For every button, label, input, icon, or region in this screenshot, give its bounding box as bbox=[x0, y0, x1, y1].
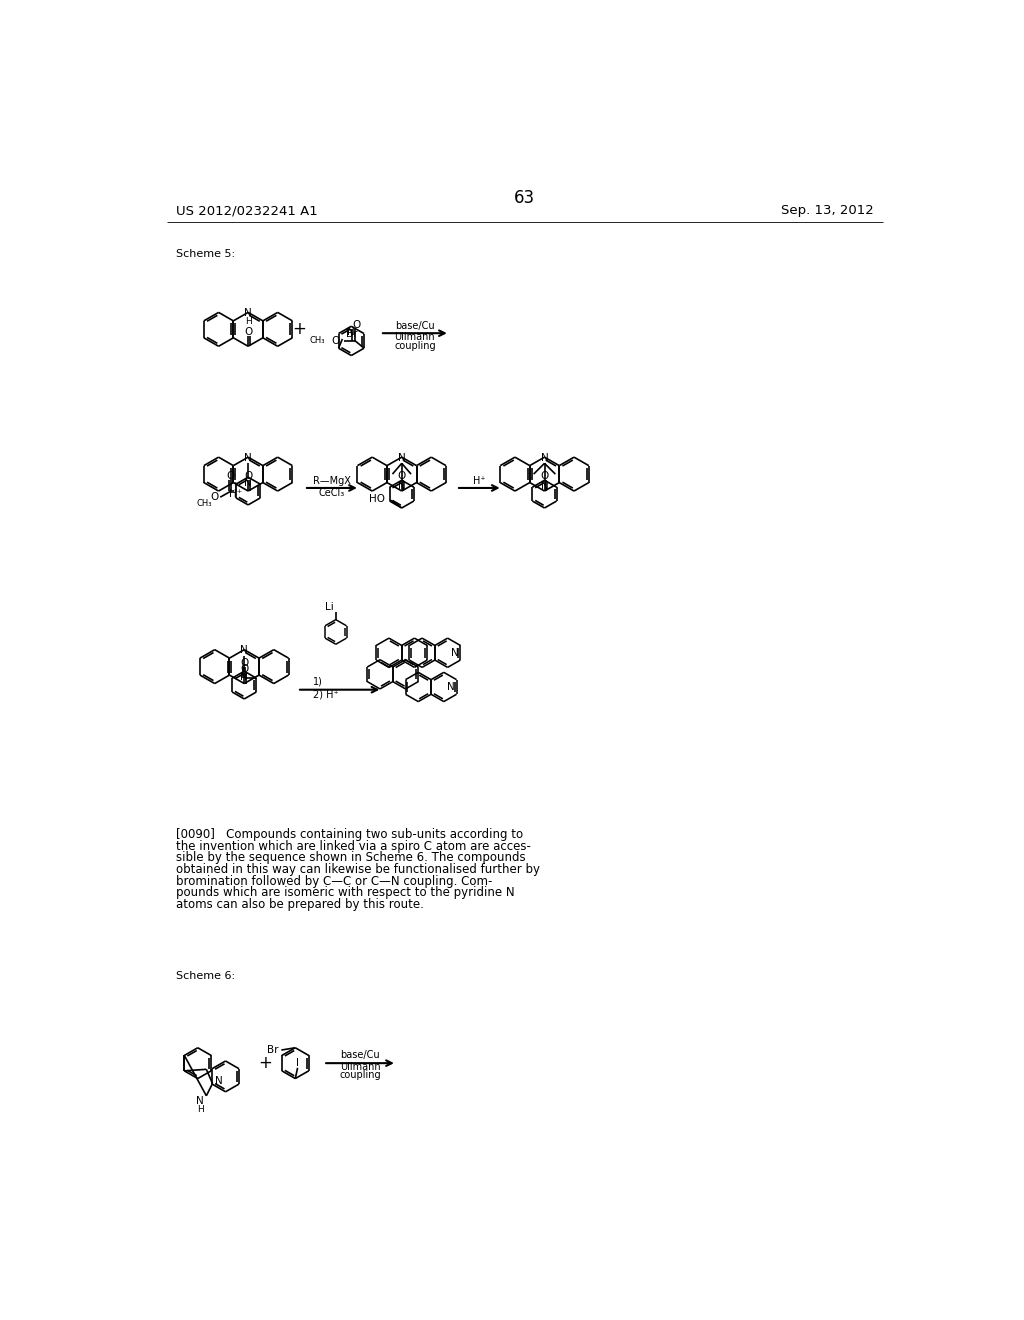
Text: N: N bbox=[197, 1096, 204, 1106]
Text: 63: 63 bbox=[514, 190, 536, 207]
Text: H⁺: H⁺ bbox=[229, 490, 243, 499]
Text: N: N bbox=[541, 453, 549, 463]
Text: N: N bbox=[347, 326, 355, 337]
Text: O: O bbox=[241, 657, 249, 668]
Text: atoms can also be prepared by this route.: atoms can also be prepared by this route… bbox=[176, 898, 424, 911]
Text: HO: HO bbox=[369, 494, 385, 504]
Text: H: H bbox=[197, 1105, 204, 1114]
Text: N: N bbox=[452, 648, 459, 657]
Text: I: I bbox=[296, 1059, 299, 1068]
Text: base/Cu: base/Cu bbox=[340, 1051, 380, 1060]
Text: Scheme 6:: Scheme 6: bbox=[176, 970, 236, 981]
Text: base/Cu: base/Cu bbox=[395, 321, 434, 331]
Text: R—MgX: R—MgX bbox=[313, 477, 351, 486]
Text: +: + bbox=[293, 321, 306, 338]
Text: coupling: coupling bbox=[339, 1071, 381, 1081]
Text: Br: Br bbox=[266, 1045, 279, 1055]
Text: [0090]   Compounds containing two sub-units according to: [0090] Compounds containing two sub-unit… bbox=[176, 829, 523, 841]
Text: N: N bbox=[245, 308, 252, 318]
Text: |: | bbox=[233, 482, 238, 491]
Text: Ullmann: Ullmann bbox=[340, 1063, 380, 1072]
Text: N: N bbox=[398, 480, 406, 491]
Text: N: N bbox=[541, 480, 549, 491]
Text: +: + bbox=[258, 1055, 272, 1072]
Text: N: N bbox=[241, 672, 248, 681]
Text: N: N bbox=[241, 645, 248, 656]
Text: O: O bbox=[210, 492, 219, 502]
Text: O: O bbox=[240, 664, 249, 675]
Text: 2) H⁺: 2) H⁺ bbox=[312, 689, 338, 700]
Text: CH₃: CH₃ bbox=[310, 337, 326, 345]
Text: H⁺: H⁺ bbox=[473, 477, 485, 486]
Text: N: N bbox=[245, 453, 252, 463]
Text: H: H bbox=[245, 317, 252, 326]
Text: 1): 1) bbox=[312, 677, 323, 686]
Text: Li: Li bbox=[326, 602, 334, 611]
Text: Ullmann: Ullmann bbox=[394, 333, 435, 342]
Text: the invention which are linked via a spiro C atom are acces-: the invention which are linked via a spi… bbox=[176, 840, 530, 853]
Text: US 2012/0232241 A1: US 2012/0232241 A1 bbox=[176, 205, 317, 218]
Text: N: N bbox=[447, 682, 455, 692]
Text: coupling: coupling bbox=[394, 341, 435, 351]
Text: O: O bbox=[397, 471, 406, 482]
Text: O: O bbox=[352, 321, 360, 330]
Text: CH₃: CH₃ bbox=[197, 499, 212, 508]
Text: CeCl₃: CeCl₃ bbox=[318, 487, 345, 498]
Text: obtained in this way can likewise be functionalised further by: obtained in this way can likewise be fun… bbox=[176, 863, 540, 876]
Text: N: N bbox=[245, 478, 252, 487]
Text: sible by the sequence shown in Scheme 6. The compounds: sible by the sequence shown in Scheme 6.… bbox=[176, 851, 525, 865]
Text: pounds which are isomeric with respect to the pyridine N: pounds which are isomeric with respect t… bbox=[176, 886, 515, 899]
Text: bromination followed by C—C or C—N coupling. Com-: bromination followed by C—C or C—N coupl… bbox=[176, 874, 493, 887]
Text: N: N bbox=[398, 453, 406, 463]
Text: Sep. 13, 2012: Sep. 13, 2012 bbox=[781, 205, 873, 218]
Text: O: O bbox=[541, 471, 549, 482]
Text: Scheme 5:: Scheme 5: bbox=[176, 249, 236, 259]
Text: N: N bbox=[215, 1076, 223, 1086]
Text: Br: Br bbox=[346, 330, 357, 339]
Text: O: O bbox=[244, 326, 252, 337]
Text: O: O bbox=[244, 471, 252, 482]
Text: O: O bbox=[226, 471, 234, 480]
Text: O: O bbox=[331, 335, 339, 346]
